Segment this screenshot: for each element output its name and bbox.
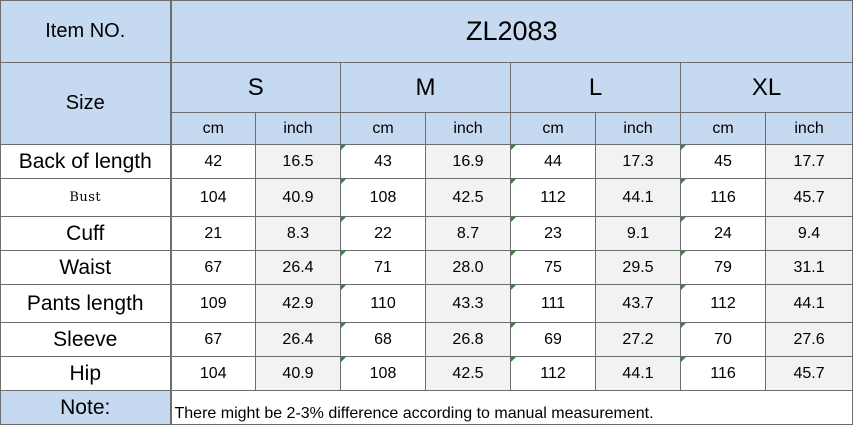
row-label: Sleeve — [0, 322, 172, 357]
size-chart-table: Item NO. ZL2083 Size S M L XL cm inch cm… — [0, 0, 854, 425]
table-cell: 112 — [510, 178, 596, 217]
size-m-header: M — [340, 62, 511, 113]
row-label: Hip — [0, 356, 172, 391]
unit-cm: cm — [340, 112, 426, 145]
table-cell: 112 — [680, 284, 766, 323]
table-cell: 9.4 — [764, 216, 854, 251]
unit-inch: inch — [595, 112, 681, 145]
table-row: Bust 104 40.9 108 42.5 112 44.1 116 45.7 — [0, 178, 854, 217]
table-cell: 43 — [340, 144, 426, 179]
size-s-header: S — [170, 62, 341, 113]
unit-cm: cm — [510, 112, 596, 145]
table-cell: 17.7 — [764, 144, 854, 179]
table-cell: 16.5 — [255, 144, 341, 179]
table-row: Waist 67 26.4 71 28.0 75 29.5 79 31.1 — [0, 250, 854, 285]
table-cell: 116 — [680, 178, 766, 217]
item-number-label: Item NO. — [0, 0, 172, 63]
table-row: Hip 104 40.9 108 42.5 112 44.1 116 45.7 — [0, 356, 854, 391]
unit-header-row: cm inch cm inch cm inch cm inch — [1, 112, 854, 145]
table-cell: 45.7 — [764, 356, 854, 391]
table-cell: 42 — [170, 144, 256, 179]
table-cell: 17.3 — [595, 144, 681, 179]
note-text: There might be 2-3% difference according… — [169, 390, 854, 425]
unit-inch: inch — [764, 112, 854, 145]
table-cell: 42.5 — [425, 178, 511, 217]
unit-inch: inch — [255, 112, 341, 145]
table-row: Sleeve 67 26.4 68 26.8 69 27.2 70 27.6 — [0, 322, 854, 357]
table-cell: 40.9 — [255, 356, 341, 391]
item-code: ZL2083 — [169, 0, 854, 63]
table-cell: 108 — [340, 178, 426, 217]
size-l-header: L — [510, 62, 681, 113]
table-cell: 44.1 — [595, 356, 681, 391]
row-label: Pants length — [0, 284, 172, 323]
table-cell: 110 — [340, 284, 426, 323]
table-cell: 112 — [510, 356, 596, 391]
table-cell: 111 — [510, 284, 596, 323]
row-label: Bust — [0, 178, 172, 217]
unit-cm: cm — [680, 112, 766, 145]
table-cell: 31.1 — [764, 250, 854, 285]
table-cell: 16.9 — [425, 144, 511, 179]
table-cell: 116 — [680, 356, 766, 391]
table-cell: 104 — [170, 356, 256, 391]
table-cell: 24 — [680, 216, 766, 251]
table-cell: 8.3 — [255, 216, 341, 251]
table-cell: 9.1 — [595, 216, 681, 251]
table-cell: 8.7 — [425, 216, 511, 251]
table-cell: 67 — [170, 322, 256, 357]
unit-inch: inch — [425, 112, 511, 145]
table-cell: 108 — [340, 356, 426, 391]
table-cell: 42.9 — [255, 284, 341, 323]
table-cell: 40.9 — [255, 178, 341, 217]
row-label: Waist — [0, 250, 172, 285]
table-cell: 45 — [680, 144, 766, 179]
table-cell: 22 — [340, 216, 426, 251]
table-cell: 27.6 — [764, 322, 854, 357]
table-cell: 79 — [680, 250, 766, 285]
table-cell: 104 — [170, 178, 256, 217]
item-number-row: Item NO. ZL2083 — [0, 0, 854, 63]
table-cell: 68 — [340, 322, 426, 357]
table-cell: 27.2 — [595, 322, 681, 357]
unit-cm: cm — [170, 112, 256, 145]
size-xl-header: XL — [679, 62, 854, 113]
size-header-row: Size S M L XL — [0, 62, 854, 145]
note-row: Note: There might be 2-3% difference acc… — [0, 390, 854, 425]
table-cell: 23 — [510, 216, 596, 251]
table-cell: 43.7 — [595, 284, 681, 323]
table-cell: 44.1 — [595, 178, 681, 217]
table-row: Back of length 42 16.5 43 16.9 44 17.3 4… — [0, 144, 854, 179]
table-cell: 75 — [510, 250, 596, 285]
table-cell: 44 — [510, 144, 596, 179]
table-cell: 42.5 — [425, 356, 511, 391]
table-cell: 70 — [680, 322, 766, 357]
table-cell: 26.8 — [425, 322, 511, 357]
table-cell: 43.3 — [425, 284, 511, 323]
table-cell: 26.4 — [255, 250, 341, 285]
table-cell: 26.4 — [255, 322, 341, 357]
table-cell: 71 — [340, 250, 426, 285]
size-label: Size — [0, 62, 172, 145]
table-row: Pants length 109 42.9 110 43.3 111 43.7 … — [0, 284, 854, 323]
table-cell: 67 — [170, 250, 256, 285]
table-cell: 29.5 — [595, 250, 681, 285]
table-cell: 28.0 — [425, 250, 511, 285]
note-label: Note: — [0, 390, 172, 425]
row-label: Back of length — [0, 144, 172, 179]
table-cell: 21 — [170, 216, 256, 251]
table-cell: 69 — [510, 322, 596, 357]
table-cell: 45.7 — [764, 178, 854, 217]
row-label: Cuff — [0, 216, 172, 251]
table-cell: 44.1 — [764, 284, 854, 323]
table-cell: 109 — [170, 284, 256, 323]
table-row: Cuff 21 8.3 22 8.7 23 9.1 24 9.4 — [0, 216, 854, 251]
